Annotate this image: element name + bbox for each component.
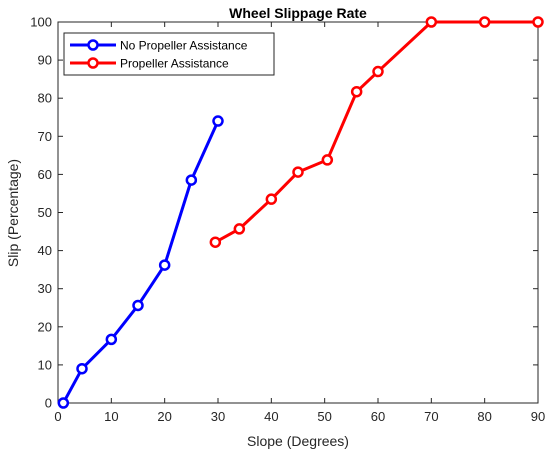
y-tick-label-9: 90	[38, 53, 52, 68]
y-tick-label-0: 0	[45, 396, 52, 411]
legend-box	[63, 32, 275, 76]
series-0-point-1	[76, 362, 88, 375]
series-1-point-2	[265, 193, 278, 205]
legend-swatch-marker-0	[87, 39, 99, 51]
legend: No Propeller Assistance Propeller Assista…	[63, 32, 275, 76]
y-axis-label: Slip (Percentage)	[5, 159, 21, 267]
x-axis-label: Slope (Degrees)	[247, 433, 349, 449]
series-0-point-2	[105, 333, 118, 346]
x-tick-label-8: 80	[477, 409, 491, 424]
series-1-point-1	[233, 223, 246, 235]
series-0-point-3	[132, 299, 144, 312]
y-tick-label-1: 10	[38, 357, 52, 372]
x-tick-label-7: 70	[424, 409, 438, 424]
series-0-point-4	[158, 259, 171, 271]
x-tick-label-5: 50	[317, 409, 331, 424]
x-tick-label-0: 0	[54, 409, 61, 424]
x-tick-label-1: 10	[104, 409, 118, 424]
y-tick-label-8: 80	[38, 91, 52, 106]
series-1-point-6	[372, 65, 384, 78]
x-tick-label-3: 30	[211, 409, 225, 424]
series-1-point-9	[532, 16, 544, 28]
x-tick-label-4: 40	[264, 409, 278, 424]
y-tick-label-2: 20	[38, 319, 52, 334]
plot-area: 0 10 20 30 40 50 60 70 80 90 0 10 20 30 40 50 60 70 80 90 10…	[30, 15, 545, 425]
y-tick-label-7: 70	[38, 129, 52, 144]
y-tick-label-5: 50	[38, 205, 52, 220]
series-1-point-3	[292, 166, 304, 178]
series-line-1	[214, 20, 538, 244]
x-tick-label-6: 60	[371, 409, 385, 424]
series-1-point-5	[350, 85, 363, 98]
legend-swatch-marker-1	[87, 57, 99, 69]
series-0-point-5	[185, 174, 198, 186]
x-tick-label-2: 20	[157, 409, 171, 424]
chart-title: Wheel Slippage Rate	[229, 5, 367, 21]
y-tick-label-6: 60	[38, 167, 52, 182]
series-1-point-4	[321, 154, 334, 166]
series-1-point-8	[478, 16, 491, 28]
legend-label-0: No Propeller Assistance	[120, 39, 248, 53]
series-0-point-6	[212, 115, 224, 127]
x-tick-label-9: 90	[531, 409, 545, 424]
y-tick-label-4: 40	[38, 243, 52, 258]
y-tick-label-10: 100	[30, 15, 52, 30]
series-0-point-0	[57, 397, 70, 409]
series-1-point-0	[209, 236, 222, 248]
series-1-point-7	[425, 16, 438, 28]
y-tick-label-3: 30	[38, 281, 52, 296]
legend-label-1: Propeller Assistance	[120, 57, 229, 71]
